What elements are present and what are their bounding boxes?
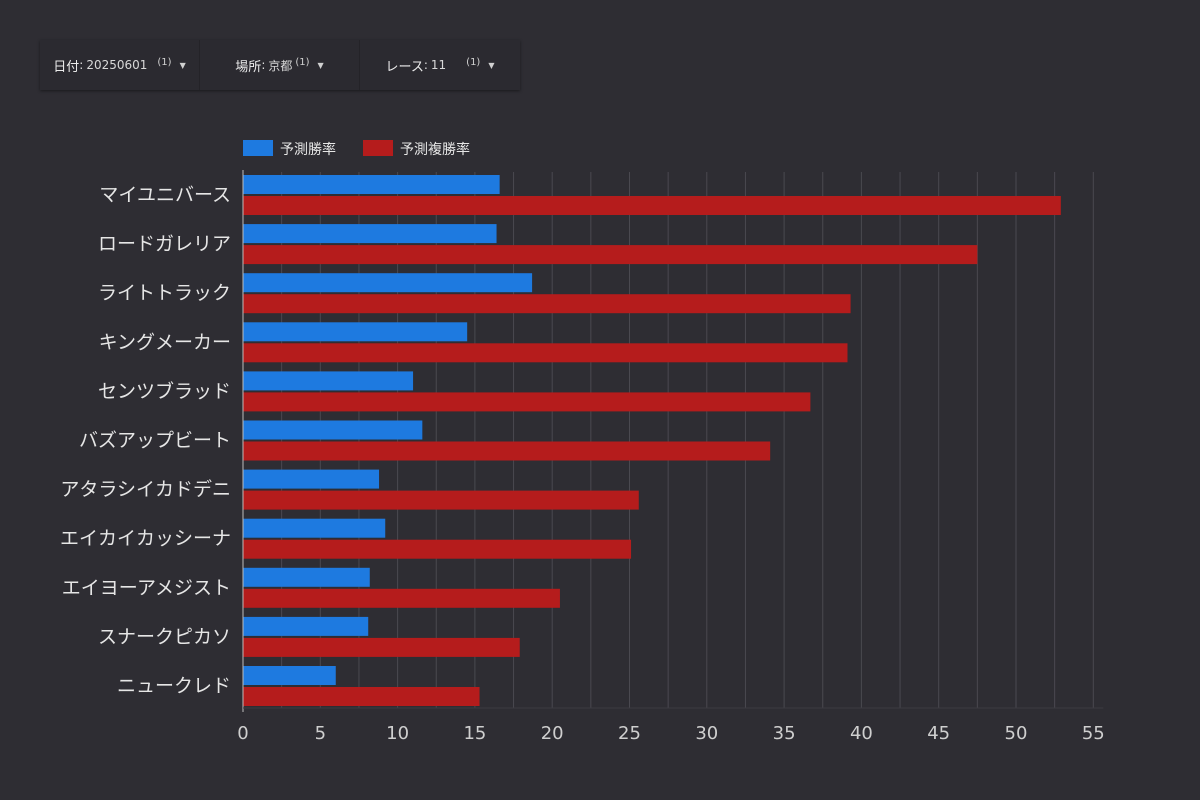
x-tick-label: 40 [850,723,873,744]
x-tick-label: 10 [386,723,409,744]
venue-filter-colon: : [261,58,266,72]
x-tick-label: 45 [927,723,950,744]
x-tick-label: 55 [1082,723,1105,744]
win-rate-bar [243,518,386,538]
place-rate-bar [243,441,771,461]
place-rate-bar [243,637,520,657]
x-tick-label: 35 [773,723,796,744]
venue-filter-label: 場所 [235,59,262,75]
win-rate-bar [243,273,533,293]
race-filter-label: レース [385,59,424,75]
place-rate-bar [243,343,848,363]
category-label: ニュークレド [117,675,231,697]
x-tick-label: 0 [237,723,248,744]
win-rate-bar [243,224,497,244]
place-rate-bar [243,245,978,265]
category-label: エイカイカッシーナ [60,528,231,550]
venue-filter-value: 京都 [268,58,293,73]
venue-filter-count: (1) [295,56,310,68]
race-filter-value: 11 [430,58,447,72]
x-tick-label: 20 [541,723,564,744]
place-rate-bar [243,687,480,706]
x-tick-label: 50 [1005,723,1028,744]
race-filter-colon: : [423,58,428,72]
win-rate-bar [243,469,380,489]
date-filter-colon: : [79,58,84,72]
category-label: マイユニバース [99,184,231,206]
x-tick-label: 25 [618,723,641,744]
category-label: エイヨーアメジスト [62,577,231,599]
race-filter-count: (1) [466,56,481,68]
date-filter-label: 日付 [53,59,80,75]
place-rate-bar [243,490,639,510]
win-rate-bar [243,616,369,636]
category-label: ライトトラック [98,282,231,304]
race-filter[interactable]: レース: 11 (1) ▼ [360,40,520,90]
category-label: ロードガレリア [98,233,231,255]
legend-swatch [243,140,273,156]
category-label: キングメーカー [99,331,231,353]
venue-filter[interactable]: 場所: 京都 (1) ▼ [200,40,360,90]
place-rate-bar [243,392,811,412]
win-rate-bar [243,666,336,685]
category-label: アタラシイカドデニ [60,479,231,501]
category-label: スナークピカソ [98,626,231,648]
place-rate-bar [243,588,560,608]
place-rate-bar [243,196,1061,215]
date-filter-value: 20250601 [86,58,148,72]
category-label: センツブラッド [98,379,231,402]
legend-label: 予測複勝率 [400,141,470,158]
filter-bar: 日付: 20250601 (1) ▼ 場所: 京都 (1) ▼ レース: 11 … [40,40,520,90]
place-rate-bar [243,539,632,559]
win-rate-bar [243,322,468,342]
x-tick-label: 5 [315,723,326,744]
legend-swatch [363,140,393,156]
category-label: バズアップビート [79,430,231,452]
legend-label: 予測勝率 [280,141,336,158]
x-tick-label: 15 [463,723,486,744]
chevron-down-icon: ▼ [488,60,495,70]
win-rate-bar [243,175,500,194]
date-filter[interactable]: 日付: 20250601 (1) ▼ [40,40,200,90]
x-tick-label: 30 [695,723,718,744]
place-rate-bar [243,294,851,314]
win-rate-bar [243,371,414,391]
chevron-down-icon: ▼ [317,60,324,70]
win-rate-bar [243,420,423,440]
chevron-down-icon: ▼ [179,60,186,70]
win-rate-bar [243,567,370,587]
date-filter-count: (1) [157,56,172,68]
